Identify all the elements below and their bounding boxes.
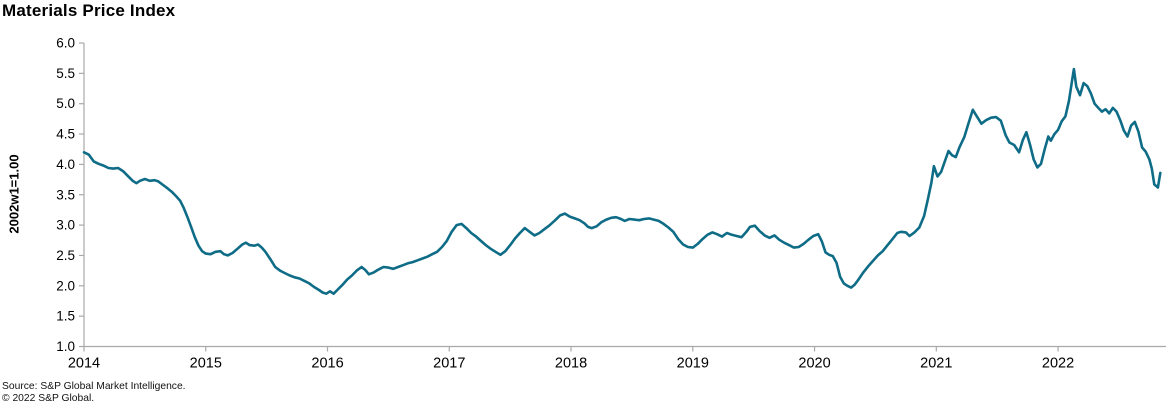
y-tick-label: 2.0 bbox=[56, 278, 75, 293]
x-tick-label: 2022 bbox=[1042, 356, 1074, 372]
y-tick-label: 6.0 bbox=[56, 36, 75, 51]
x-tick-label: 2016 bbox=[311, 356, 343, 372]
x-tick-label: 2019 bbox=[677, 356, 709, 372]
y-tick-label: 5.5 bbox=[56, 66, 75, 81]
y-tick-label: 2.5 bbox=[56, 248, 75, 263]
chart-title: Materials Price Index bbox=[2, 1, 176, 20]
x-tick-label: 2015 bbox=[190, 356, 222, 372]
x-tick-label: 2020 bbox=[798, 356, 830, 372]
y-tick-label: 4.5 bbox=[56, 127, 75, 142]
y-tick-label: 1.0 bbox=[56, 339, 75, 354]
y-tick-label: 3.5 bbox=[56, 187, 75, 202]
x-tick-label: 2014 bbox=[68, 356, 100, 372]
y-tick-label: 1.5 bbox=[56, 309, 75, 324]
source-note: Source: S&P Global Market Intelligence. … bbox=[2, 381, 186, 404]
x-tick-label: 2021 bbox=[920, 356, 952, 372]
y-tick-label: 4.0 bbox=[56, 157, 75, 172]
x-tick-label: 2018 bbox=[555, 356, 587, 372]
x-tick-label: 2017 bbox=[433, 356, 465, 372]
materials-price-index-line bbox=[82, 67, 1162, 296]
y-tick-label: 3.0 bbox=[56, 218, 75, 233]
source-line: Source: S&P Global Market Intelligence. bbox=[2, 381, 186, 392]
y-tick-label: 5.0 bbox=[56, 96, 75, 111]
copyright-line: © 2022 S&P Global. bbox=[2, 392, 95, 404]
